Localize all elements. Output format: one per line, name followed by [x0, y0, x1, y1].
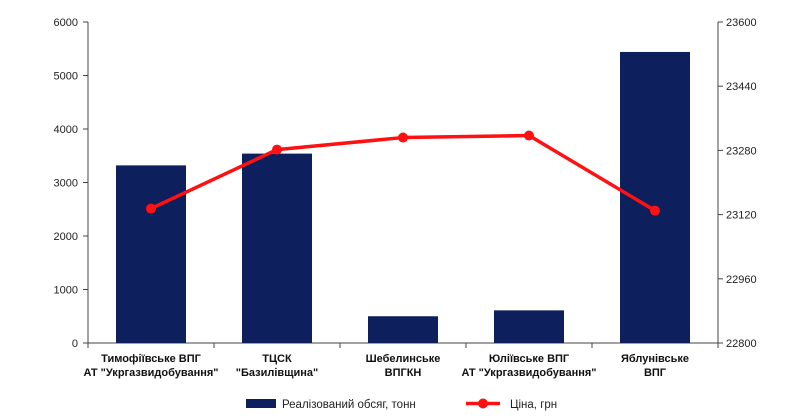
legend-label-price: Ціна, грн	[510, 399, 557, 411]
price-point	[398, 132, 408, 143]
category-label: ТЦСК "Базилівщина"	[236, 353, 318, 379]
category-labels: Тимофіївське ВПГ АТ "Укргазвидобування" ТЦ…	[84, 353, 690, 379]
bar	[494, 310, 564, 343]
y-right-tick-label: 23280	[726, 145, 757, 157]
category-label: Юліївське ВПГ АТ "Укргазвидобування"	[462, 353, 597, 379]
legend: Реалізований обсяг, тонн Ціна, грн	[246, 398, 557, 411]
price-point	[272, 144, 282, 155]
y-left-tick-label: 3000	[54, 178, 78, 190]
legend-label-volume: Реалізований обсяг, тонн	[282, 399, 416, 411]
y-right-tick-label: 22960	[726, 274, 757, 286]
price-point	[650, 205, 660, 216]
price-point	[146, 203, 156, 214]
y-left-tick-label: 6000	[54, 17, 78, 29]
bar	[368, 316, 438, 343]
bars	[116, 51, 690, 344]
category-label: Тимофіївське ВПГ АТ "Укргазвидобування"	[84, 353, 219, 379]
y-left-tick-label: 1000	[54, 285, 78, 297]
y-right-tick-label: 22800	[726, 338, 757, 350]
y-right-tick-label: 23600	[726, 17, 757, 29]
category-label: Яблунівське ВПГ	[621, 353, 689, 379]
y-left-tick-label: 4000	[54, 124, 78, 136]
price-series-line	[150, 133, 656, 213]
price-line	[146, 130, 660, 216]
y-left-tick-label: 0	[72, 338, 78, 350]
y-right-tick-label: 23440	[726, 81, 757, 93]
y-left-tick-label: 2000	[54, 231, 78, 243]
bar	[242, 153, 312, 343]
price-point	[524, 130, 534, 141]
axes: 0 1000 2000 3000 4000 5000 6000 22800 22960 23120…	[54, 17, 757, 350]
y-left-tick-label: 5000	[54, 71, 78, 83]
legend-swatch-marker	[478, 398, 488, 409]
bar	[116, 165, 186, 343]
category-label: Шебелинське ВПГКН	[366, 353, 441, 379]
y-right-tick-label: 23120	[726, 210, 757, 222]
legend-swatch-bar	[246, 399, 276, 408]
